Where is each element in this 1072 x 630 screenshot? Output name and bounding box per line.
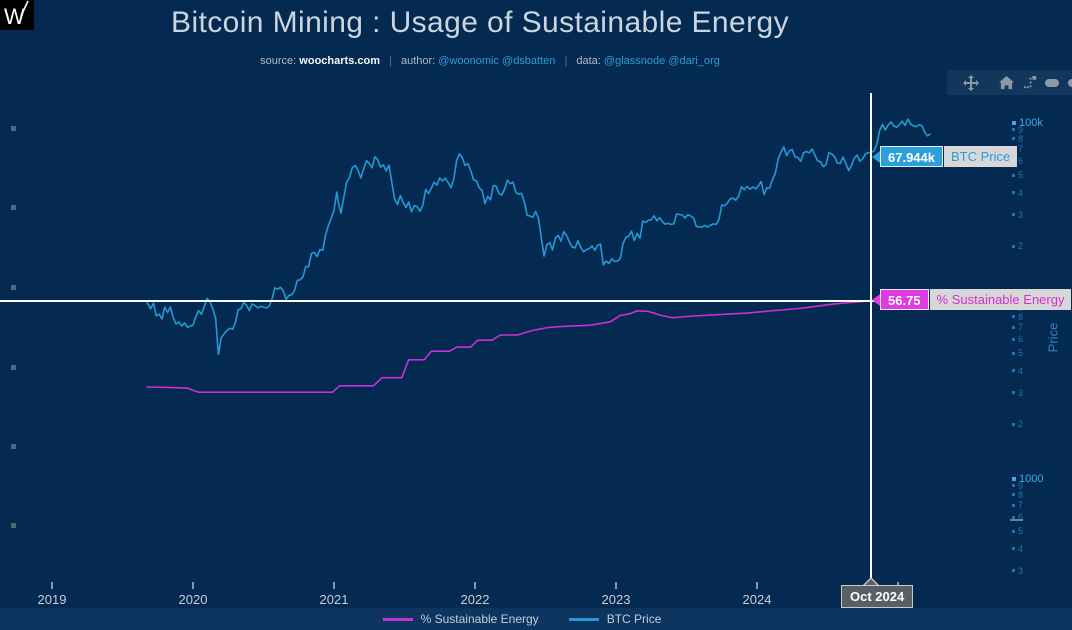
crosshair-vertical-line	[870, 93, 872, 585]
tooltip-arrow-icon	[872, 293, 880, 306]
woocharts-logo[interactable]: W	[0, 0, 34, 30]
x-tick-label: 2020	[178, 592, 208, 607]
woocharts-logo-glyph: W	[4, 0, 29, 29]
spikelines-icon[interactable]	[1019, 70, 1041, 95]
data-label: data:	[576, 55, 601, 67]
price-tick-label: 6	[1012, 512, 1023, 522]
price-tick-label: 7	[1012, 500, 1023, 510]
price-tick-label: 9	[1012, 481, 1023, 491]
legend-bar: % Sustainable Energy BTC Price	[0, 608, 1072, 630]
price-tick-label: 3	[1012, 388, 1023, 398]
x-tick-mark	[333, 582, 335, 589]
price-tick-label: 5	[1012, 526, 1023, 536]
legend-item-sustainable-energy[interactable]: % Sustainable Energy	[382, 612, 539, 626]
x-tick-mark	[615, 582, 617, 589]
price-tick-label: 5	[1012, 348, 1023, 358]
source-label: source:	[260, 55, 297, 67]
price-tick-label: 8	[1012, 312, 1023, 322]
separator: |	[389, 55, 392, 67]
price-axis-title: Price	[1045, 322, 1061, 353]
date-tooltip-arrow-icon	[864, 579, 878, 586]
x-tick-label: 2021	[319, 592, 349, 607]
price-tick-label: 4	[1012, 544, 1023, 554]
sustainable-energy-swatch	[382, 617, 413, 621]
author-label: author:	[400, 55, 436, 67]
price-tick-label: 100k	[1012, 117, 1043, 129]
price-tick-label: 2	[1012, 241, 1023, 251]
date-tooltip: Oct 2024	[841, 585, 914, 608]
separator: |	[564, 55, 568, 67]
left-axis-tick-mark	[11, 443, 16, 449]
legend-label: % Sustainable Energy	[420, 612, 539, 626]
price-tick-label: 6	[1012, 334, 1023, 344]
btc-price-swatch	[568, 617, 599, 621]
price-tick-label: 3	[1012, 210, 1023, 220]
legend-item-btc-price[interactable]: BTC Price	[568, 612, 662, 626]
x-tick-label: 2019	[37, 592, 67, 607]
sustainable-energy-value: 56.75	[880, 289, 929, 310]
crosshair-horizontal-line	[0, 300, 876, 302]
price-tick-label: 8	[1012, 490, 1023, 500]
chart-toolbar	[947, 70, 1072, 95]
legend-label: BTC Price	[606, 612, 662, 626]
left-axis-tick-mark	[11, 126, 16, 131]
price-tick-label: 2	[1012, 419, 1023, 429]
price-tick-label: 8	[1012, 134, 1023, 144]
sustainable-energy-line	[146, 299, 872, 394]
left-axis-tick-mark	[11, 205, 16, 211]
chart-subtitle: source: woocharts.com | author: @woonomi…	[0, 55, 980, 67]
btc-price-series-label: BTC Price	[944, 146, 1018, 167]
price-tick-label: 4	[1012, 366, 1023, 376]
price-tick-label: 7	[1012, 322, 1023, 332]
home-icon[interactable]	[995, 70, 1017, 95]
price-tick-label: 9	[1012, 125, 1023, 135]
pan-icon[interactable]	[960, 70, 982, 95]
hover-pill-icon[interactable]	[1041, 70, 1063, 95]
sustainable-energy-tooltip: 56.75 % Sustainable Energy	[872, 289, 1072, 310]
x-tick-label: 2024	[742, 592, 772, 607]
price-tick-label: 3	[1012, 566, 1023, 576]
page-title: Bitcoin Mining : Usage of Sustainable En…	[171, 6, 789, 39]
left-axis-tick-mark	[11, 284, 16, 290]
price-tick-label: 5	[1012, 170, 1023, 180]
x-tick-mark	[474, 582, 476, 589]
data-handles-link[interactable]: @glassnode @dari_org	[603, 55, 720, 67]
tooltip-arrow-icon	[872, 150, 880, 163]
x-tick-mark	[51, 582, 53, 589]
btc-price-value: 67.944k	[880, 146, 943, 167]
svg-text:W: W	[4, 4, 25, 29]
camera-icon[interactable]	[1064, 70, 1072, 95]
source-value: woocharts.com	[299, 55, 380, 67]
price-tick-label: 1000	[1012, 473, 1043, 485]
btc-price-line	[145, 118, 931, 356]
author-handles-link[interactable]: @woonomic @dsbatten	[438, 55, 556, 67]
btc-price-tooltip: 67.944k BTC Price	[872, 146, 1018, 167]
left-axis-tick-mark	[11, 364, 16, 370]
sustainable-energy-series-label: % Sustainable Energy	[929, 289, 1072, 310]
left-axis-tick-mark	[11, 523, 16, 529]
right-axis-minor-dash	[1010, 519, 1023, 521]
x-tick-mark	[192, 582, 194, 589]
price-tick-label: 4	[1012, 188, 1023, 198]
x-tick-label: 2023	[601, 592, 631, 607]
x-tick-label: 2022	[460, 592, 490, 607]
x-tick-mark	[756, 582, 758, 589]
